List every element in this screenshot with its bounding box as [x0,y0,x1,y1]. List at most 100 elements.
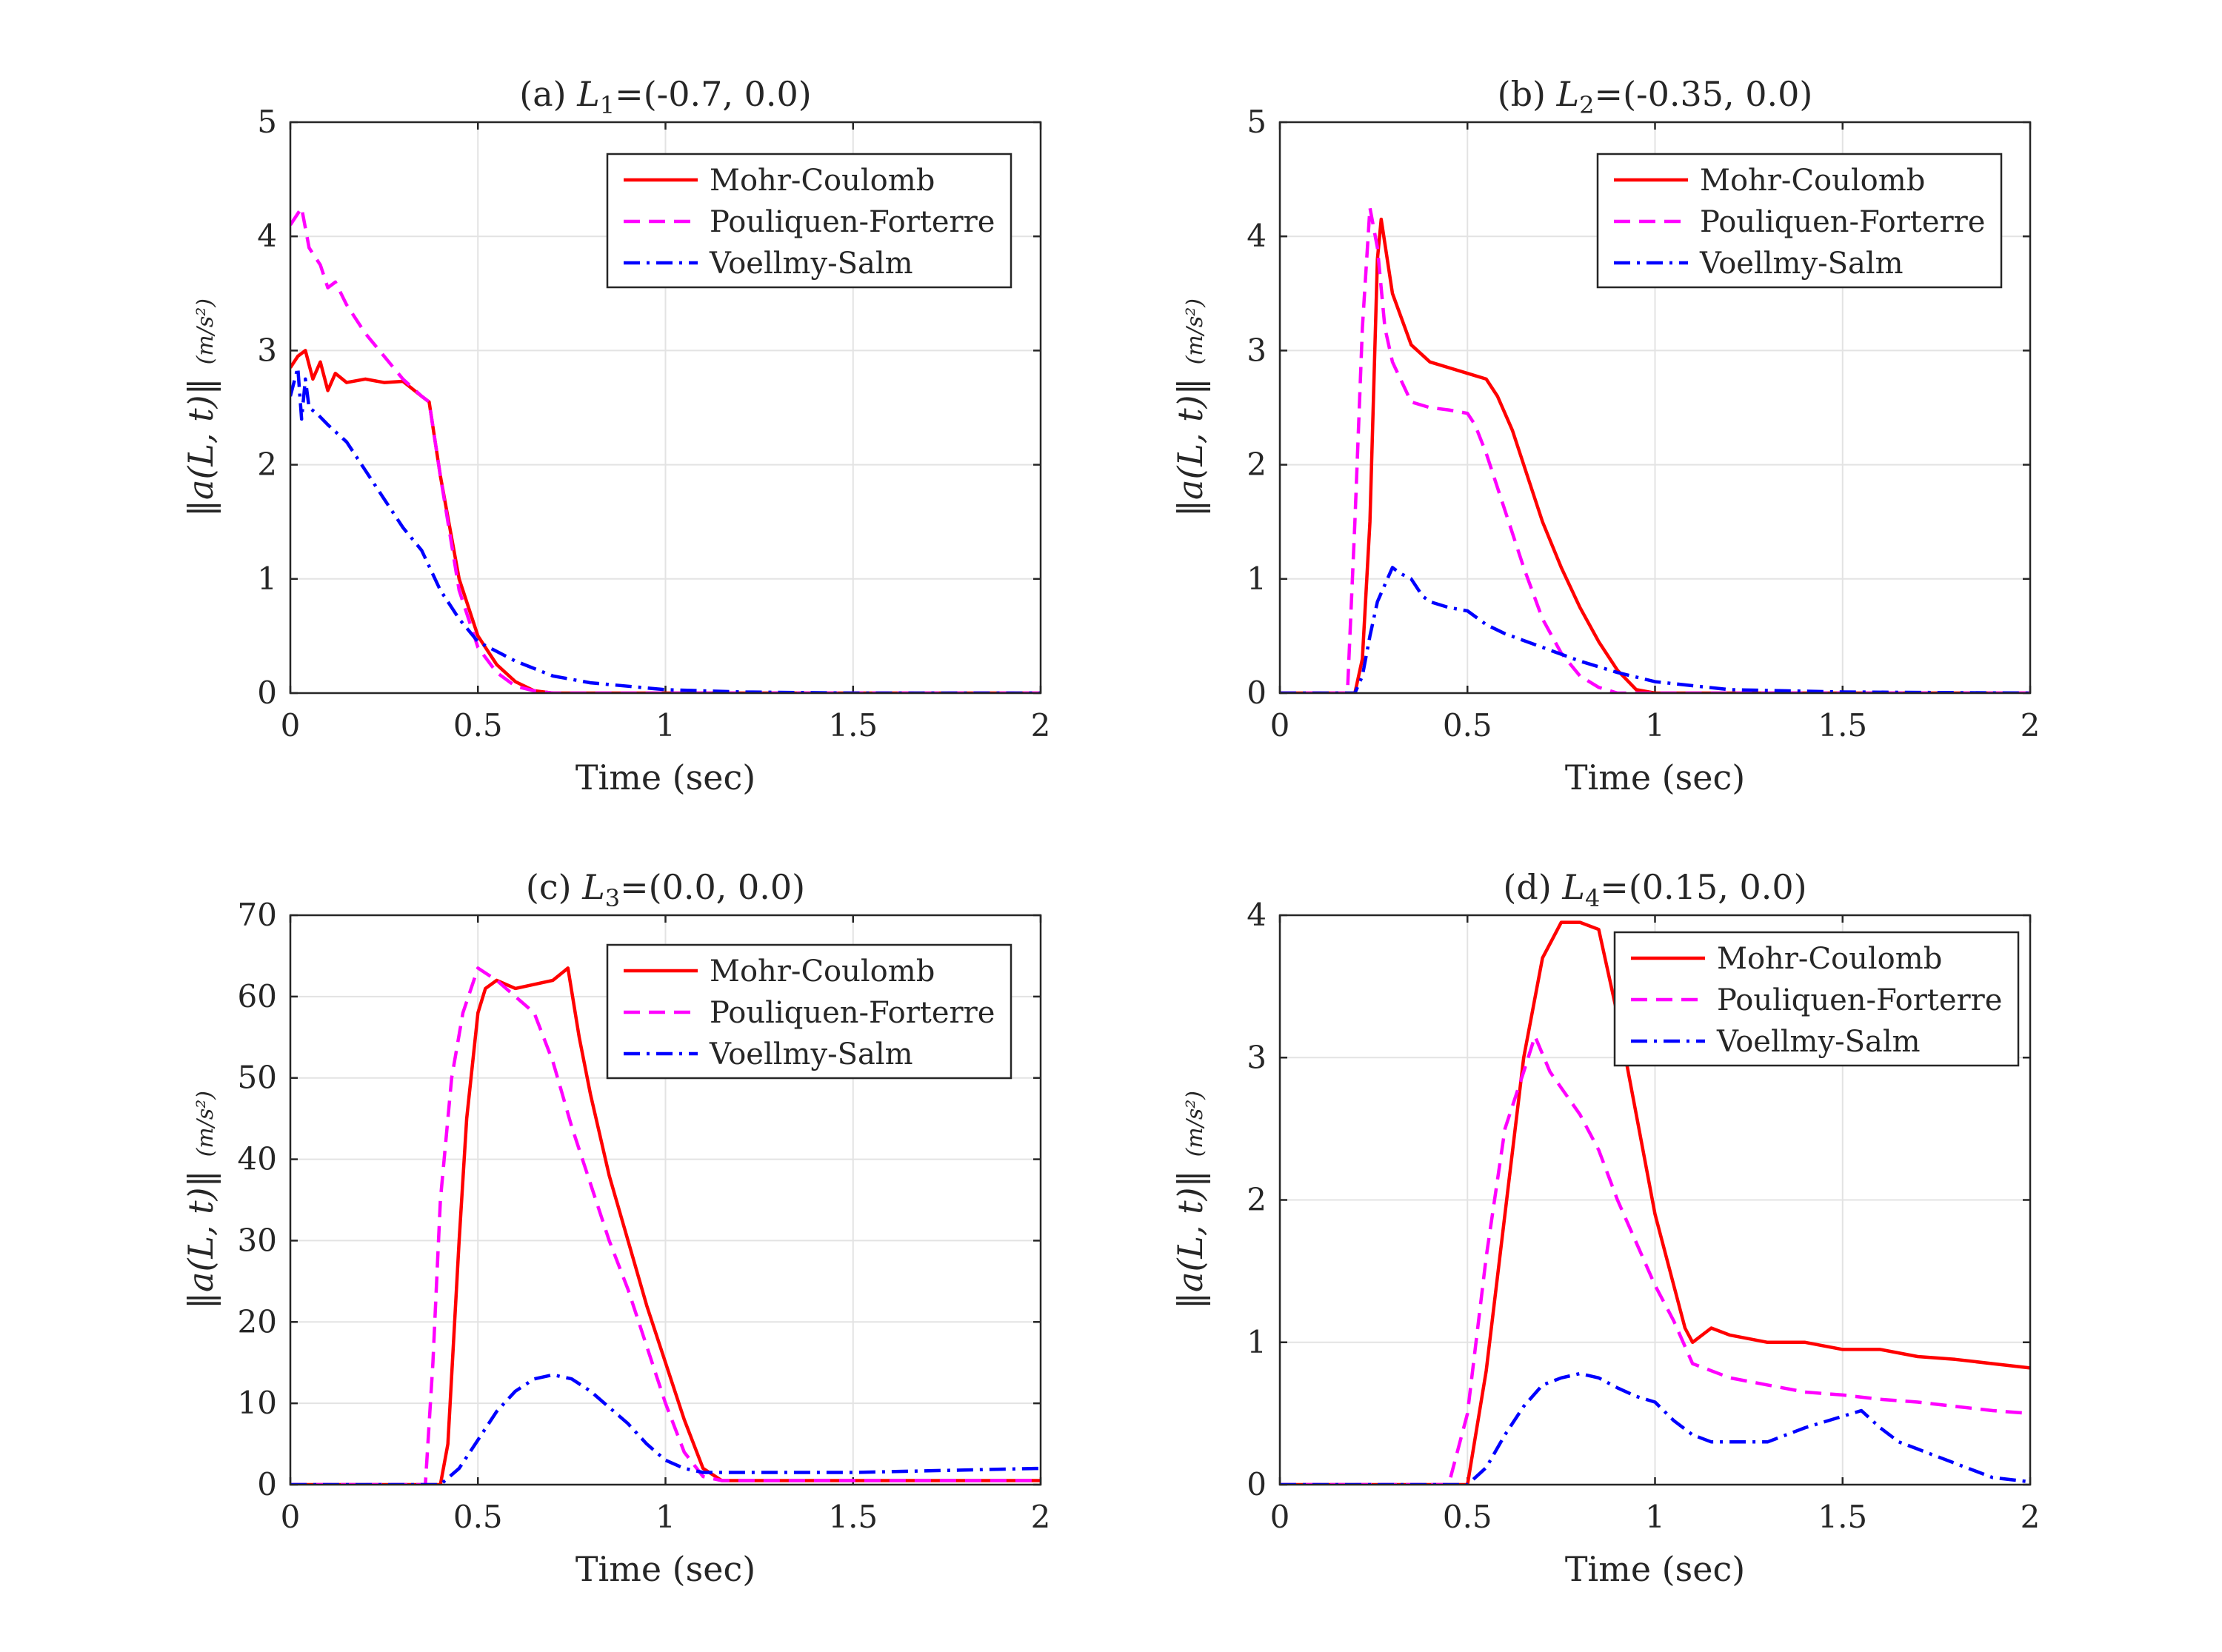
y-axis-quantity: ‖a(L, t)‖ [1170,1170,1210,1309]
axes-frame [289,914,1042,1486]
x-tick-label: 1.5 [828,707,878,743]
y-axis-label: ‖a(L, t)‖ (m/s²) [1170,298,1210,517]
x-tick-label: 1 [1645,707,1665,743]
y-tick-label: 0 [257,675,277,711]
y-tick-label: 3 [1247,1039,1267,1075]
title-variable: L [1556,74,1580,114]
legend: Mohr-Coulomb Pouliquen-Forterre Voellmy-Sa… [1596,153,2003,289]
x-axis-label: Time (sec) [575,1549,755,1589]
y-tick-label: 50 [238,1060,277,1096]
y-axis-label: ‖a(L, t)‖ (m/s²) [181,298,221,517]
x-tick-label: 1 [655,1499,675,1535]
y-tick-label: 2 [1247,1182,1267,1218]
series-line-voellmy-salm [1280,1371,2030,1485]
x-tick-label: 0.5 [453,707,503,743]
y-tick-label: 1 [1247,561,1267,597]
legend: Mohr-Coulomb Pouliquen-Forterre Voellmy-Sa… [606,153,1012,289]
series-line-pouliquen-forterre [1280,1034,2030,1485]
x-tick-label: 1.5 [1818,1499,1867,1535]
y-tick-label: 3 [1247,332,1267,368]
y-tick-label: 0 [257,1466,277,1502]
series-line-voellmy-salm [1280,566,2030,693]
legend-label: Pouliquen-Forterre [1717,983,2002,1017]
x-tick-label: 1 [655,707,675,743]
legend-label: Mohr-Coulomb [710,954,935,989]
x-tick-label: 0 [281,1499,301,1535]
series-line-mohr-coulomb [290,966,1041,1485]
y-axis-quantity: ‖a(L, t)‖ [181,378,221,517]
chart-title: (c) L3=(0.0, 0.0) [526,867,805,912]
chart-title: (d) L4=(0.15, 0.0) [1503,867,1806,912]
chart-title: (a) L1=(-0.7, 0.0) [519,74,811,119]
y-axis-label: ‖a(L, t)‖ (m/s²) [181,1091,221,1309]
title-variable: L [581,867,605,907]
y-tick-label: 4 [257,218,277,254]
y-tick-label: 30 [238,1222,277,1258]
x-axis-label: Time (sec) [575,758,755,797]
y-axis-quantity: ‖a(L, t)‖ [1170,378,1210,517]
series-line-mohr-coulomb [1280,920,2030,1485]
y-tick-label: 2 [1247,447,1267,483]
y-tick-label: 4 [1247,897,1267,933]
x-tick-label: 0 [1270,1499,1290,1535]
x-tick-label: 1 [1645,1499,1665,1535]
legend-label: Voellmy-Salm [709,1037,913,1071]
legend-label: Voellmy-Salm [709,247,913,281]
x-tick-label: 0.5 [1443,1499,1492,1535]
x-axis-label: Time (sec) [1565,758,1745,797]
y-tick-label: 40 [238,1141,277,1177]
title-prefix: (c) [526,867,582,907]
x-tick-label: 0.5 [453,1499,503,1535]
chart-title: (b) L2=(-0.35, 0.0) [1498,74,1813,119]
y-tick-label: 5 [257,104,277,140]
title-subscript: 2 [1579,91,1594,119]
title-variable: L [1561,867,1585,907]
legend: Mohr-Coulomb Pouliquen-Forterre Voellmy-Sa… [606,943,1012,1080]
y-axis-quantity: ‖a(L, t)‖ [181,1170,221,1309]
title-suffix: =(0.15, 0.0) [1600,867,1806,907]
title-prefix: (a) [519,74,577,114]
title-prefix: (b) [1498,74,1557,114]
title-suffix: =(-0.35, 0.0) [1595,74,1813,114]
y-tick-label: 2 [257,447,277,483]
x-tick-label: 2 [2021,1499,2041,1535]
y-tick-label: 0 [1247,675,1267,711]
legend-label: Voellmy-Salm [1716,1025,1921,1059]
legend: Mohr-Coulomb Pouliquen-Forterre Voellmy-Sa… [1613,931,2020,1067]
y-tick-label: 1 [1247,1324,1267,1360]
y-tick-label: 10 [238,1385,277,1421]
y-axis-unit: (m/s²) [193,1091,218,1157]
series-line-pouliquen-forterre [290,206,1041,693]
title-subscript: 1 [600,91,615,119]
y-tick-label: 1 [257,561,277,597]
y-axis-unit: (m/s²) [1182,298,1208,364]
series-line-pouliquen-forterre [1280,206,2030,693]
axes-frame [1278,914,2032,1486]
x-tick-label: 2 [1031,1499,1051,1535]
legend-label: Pouliquen-Forterre [1700,205,1985,239]
y-axis-unit: (m/s²) [193,298,218,364]
legend-label: Pouliquen-Forterre [710,996,995,1030]
y-tick-label: 0 [1247,1466,1267,1502]
axes-frame [1278,121,2032,695]
title-prefix: (d) [1503,867,1562,907]
series-line-pouliquen-forterre [290,966,1041,1485]
legend-label: Pouliquen-Forterre [710,205,995,239]
axes-frame [289,121,1042,695]
title-suffix: =(-0.7, 0.0) [615,74,812,114]
y-axis-label: ‖a(L, t)‖ (m/s²) [1170,1091,1210,1309]
x-tick-label: 2 [2021,707,2041,743]
y-tick-label: 5 [1247,104,1267,140]
y-tick-label: 4 [1247,218,1267,254]
x-tick-label: 0 [1270,707,1290,743]
title-subscript: 4 [1585,884,1600,912]
legend-label: Mohr-Coulomb [1700,164,1925,198]
x-tick-label: 1.5 [1818,707,1867,743]
title-subscript: 3 [605,884,620,912]
y-axis-unit: (m/s²) [1182,1091,1208,1157]
title-variable: L [576,74,600,114]
